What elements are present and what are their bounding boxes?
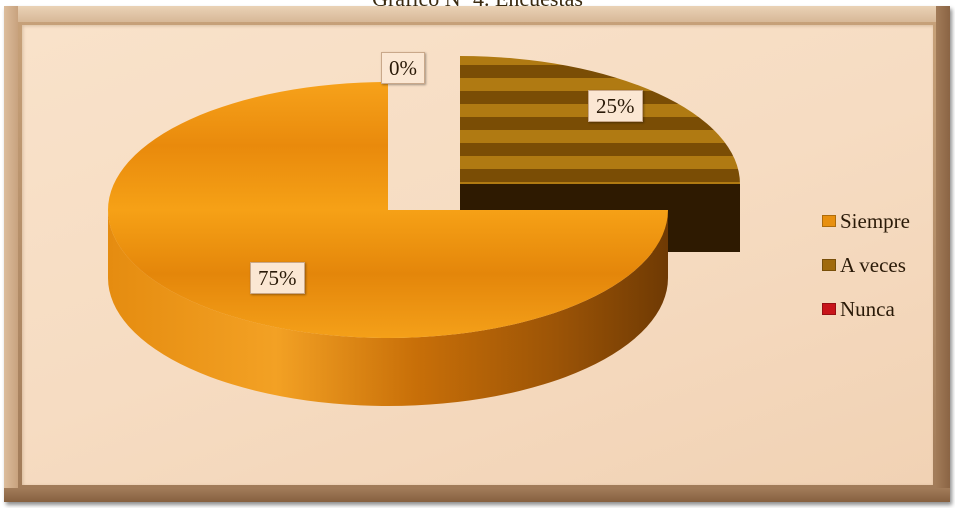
legend-swatch-nunca <box>822 303 836 315</box>
legend-item-a-veces: A veces <box>822 243 910 287</box>
legend-item-nunca: Nunca <box>822 287 910 331</box>
frame-bevel-left <box>4 6 18 502</box>
pie-side-siempre <box>108 210 668 406</box>
frame-bevel-bottom <box>4 488 950 502</box>
data-label-a-veces: 25% <box>588 90 643 123</box>
legend-swatch-a-veces <box>822 259 836 271</box>
legend-item-siempre: Siempre <box>822 199 910 243</box>
data-label-nunca: 0% <box>381 52 425 85</box>
legend-label-a-veces: A veces <box>840 252 906 277</box>
legend: Siempre A veces Nunca <box>822 199 910 331</box>
chart-title: Gráfico Nº 4. Encuestas <box>0 0 955 12</box>
legend-label-nunca: Nunca <box>840 296 895 321</box>
frame-bevel-top <box>4 6 950 22</box>
pie-slice-siempre <box>108 82 668 338</box>
legend-label-siempre: Siempre <box>840 208 910 233</box>
data-label-siempre: 75% <box>250 262 305 295</box>
legend-swatch-siempre <box>822 215 836 227</box>
frame-bevel-right <box>936 6 950 502</box>
